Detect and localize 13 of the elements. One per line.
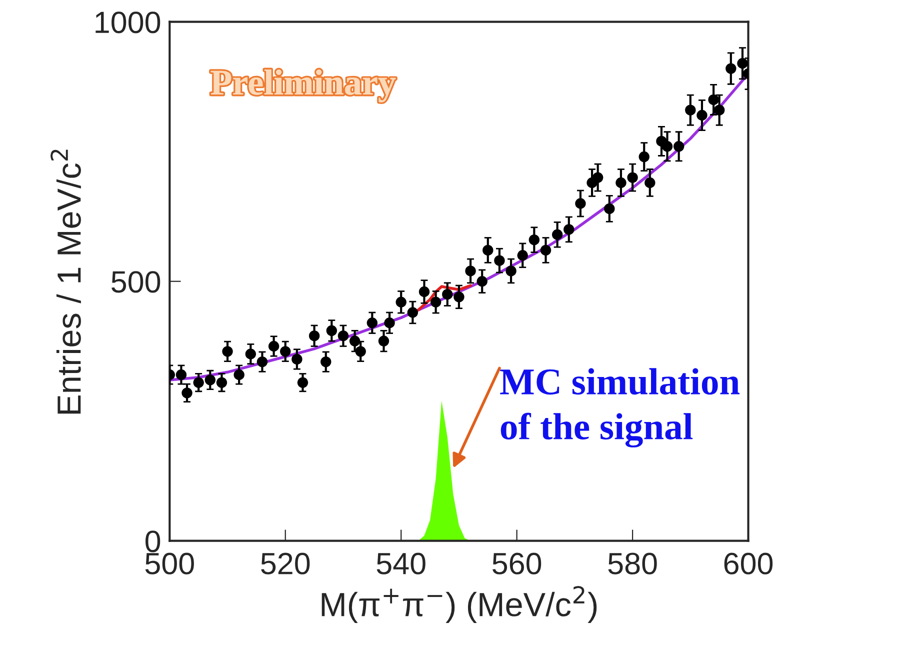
y-tick-label: 500: [112, 271, 160, 293]
x-axis-title: M(π$^{+}$π$^{−}$) (MeV/c$^{2}$): [322, 586, 597, 623]
x-tick-label: 500: [145, 552, 194, 574]
annotation: Preliminary: [210, 69, 396, 102]
annotation: MC simulation of the signal: [500, 368, 740, 448]
y-tick-label: 1000: [96, 12, 160, 34]
x-tick-label: 560: [492, 552, 542, 574]
x-tick-label: 600: [724, 552, 773, 574]
x-tick-label: 540: [376, 552, 426, 574]
x-tick-label: 520: [261, 552, 310, 574]
x-tick-label: 580: [608, 552, 657, 574]
y-tick-label: 0: [146, 530, 160, 552]
y-axis-title: Entries / 1 MeV/c$^{2}$: [50, 150, 81, 414]
